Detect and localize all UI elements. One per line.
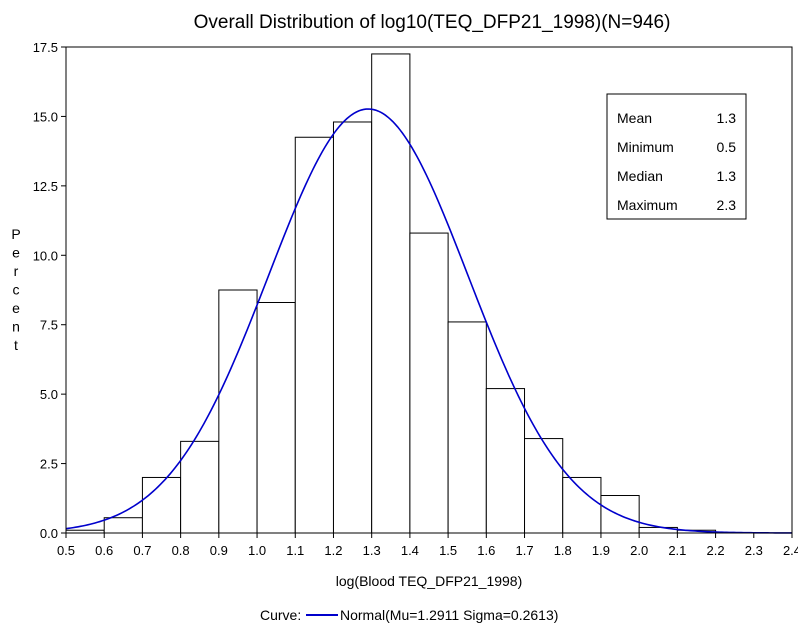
histogram-bar-8 bbox=[371, 53, 411, 534]
x-tick-label-10: 1.5 bbox=[439, 543, 457, 558]
histogram-bar-13 bbox=[562, 476, 602, 534]
x-tick-label-1: 0.6 bbox=[95, 543, 113, 558]
stat-value-3: 2.3 bbox=[717, 197, 737, 213]
histogram-bar-14 bbox=[600, 495, 640, 534]
histogram-bar-5 bbox=[256, 301, 296, 534]
x-tick-label-11: 1.6 bbox=[477, 543, 495, 558]
y-axis-label-char-1: e bbox=[12, 245, 20, 261]
legend-entry: Normal(Mu=1.2911 Sigma=0.2613) bbox=[340, 607, 558, 623]
histogram-bar-9 bbox=[409, 232, 449, 534]
stat-label-2: Median bbox=[617, 168, 663, 184]
x-tick-label-12: 1.7 bbox=[515, 543, 533, 558]
x-tick-label-18: 2.3 bbox=[745, 543, 763, 558]
legend-prefix: Curve: bbox=[260, 607, 301, 623]
x-tick-label-19: 2.4 bbox=[783, 543, 798, 558]
x-tick-label-16: 2.1 bbox=[668, 543, 686, 558]
y-tick-label-1: 2.5 bbox=[40, 457, 58, 472]
stat-label-3: Maximum bbox=[617, 197, 678, 213]
histogram-bar-12 bbox=[524, 438, 564, 534]
y-tick-label-4: 10.0 bbox=[33, 248, 58, 263]
y-tick-label-6: 15.0 bbox=[33, 109, 58, 124]
stat-value-0: 1.3 bbox=[717, 110, 737, 126]
histogram-bar-11 bbox=[485, 388, 526, 534]
stat-label-0: Mean bbox=[617, 110, 652, 126]
x-axis: 0.5 0.6 0.7 0.8 0.9 1.0 1.1 1.2 1.3 1.4 1.5 1.6 1.7 1… bbox=[57, 533, 798, 558]
y-tick-label-2: 5.0 bbox=[40, 387, 58, 402]
x-axis-label: log(Blood TEQ_DFP21_1998) bbox=[336, 573, 523, 589]
x-tick-label-9: 1.4 bbox=[401, 543, 419, 558]
stats-box-frame bbox=[606, 93, 747, 220]
histogram-bar-10 bbox=[447, 321, 487, 534]
x-tick-label-5: 1.0 bbox=[248, 543, 266, 558]
stat-value-1: 0.5 bbox=[717, 139, 737, 155]
legend: Curve: Normal(Mu=1.2911 Sigma=0.2613) bbox=[260, 607, 558, 623]
y-axis-label-char-5: n bbox=[12, 319, 20, 335]
x-tick-label-17: 2.2 bbox=[707, 543, 725, 558]
y-axis: 0.0 2.5 5.0 7.5 10.0 12.5 15.0 17.5 bbox=[33, 40, 66, 541]
y-tick-label-3: 7.5 bbox=[40, 318, 58, 333]
stat-label-1: Minimum bbox=[617, 139, 674, 155]
histogram-bar-4 bbox=[218, 289, 258, 534]
x-tick-label-0: 0.5 bbox=[57, 543, 75, 558]
histogram-bar-7 bbox=[332, 121, 373, 534]
histogram-bar-3 bbox=[180, 440, 220, 534]
x-tick-label-6: 1.1 bbox=[286, 543, 304, 558]
histogram-bar-1 bbox=[103, 517, 143, 534]
y-axis-label-char-2: r bbox=[14, 263, 19, 279]
y-axis-label-char-4: e bbox=[12, 300, 20, 316]
x-tick-label-4: 0.9 bbox=[210, 543, 228, 558]
y-tick-label-7: 17.5 bbox=[33, 40, 58, 55]
y-tick-label-5: 12.5 bbox=[33, 179, 58, 194]
x-tick-label-2: 0.7 bbox=[133, 543, 151, 558]
x-tick-label-8: 1.3 bbox=[363, 543, 381, 558]
y-tick-label-0: 0.0 bbox=[40, 526, 58, 541]
x-tick-label-15: 2.0 bbox=[630, 543, 648, 558]
chart-title: Overall Distribution of log10(TEQ_DFP21_… bbox=[194, 12, 671, 33]
x-tick-label-3: 0.8 bbox=[172, 543, 190, 558]
normal-curve bbox=[65, 108, 793, 534]
plot-frame bbox=[65, 46, 793, 534]
histogram-bar-2 bbox=[141, 476, 182, 534]
x-tick-label-7: 1.2 bbox=[324, 543, 342, 558]
stat-value-2: 1.3 bbox=[717, 168, 737, 184]
x-tick-label-14: 1.9 bbox=[592, 543, 610, 558]
x-tick-label-13: 1.8 bbox=[554, 543, 572, 558]
stats-box: Mean 1.3 Minimum 0.5 Median 1.3 Maximum 2.3 bbox=[606, 93, 747, 220]
y-axis-label-char-3: c bbox=[13, 282, 20, 298]
y-axis-label-char-6: t bbox=[14, 337, 18, 353]
y-axis-label-char-0: P bbox=[11, 226, 20, 242]
histogram-bars bbox=[65, 53, 717, 534]
